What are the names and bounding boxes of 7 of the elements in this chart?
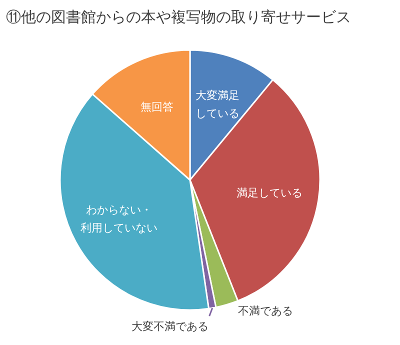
slice-label: わからない・利用していない	[80, 203, 158, 234]
slice-label: 大変不満である	[131, 320, 208, 334]
slice-label: 不満である	[238, 304, 294, 318]
slice-label: 無回答	[140, 100, 174, 114]
chart-title: ⑪他の図書館からの本や複写物の取り寄せサービス	[6, 8, 351, 26]
slice-label: 大変満足している	[195, 89, 240, 120]
slice-label: 満足している	[236, 186, 303, 200]
